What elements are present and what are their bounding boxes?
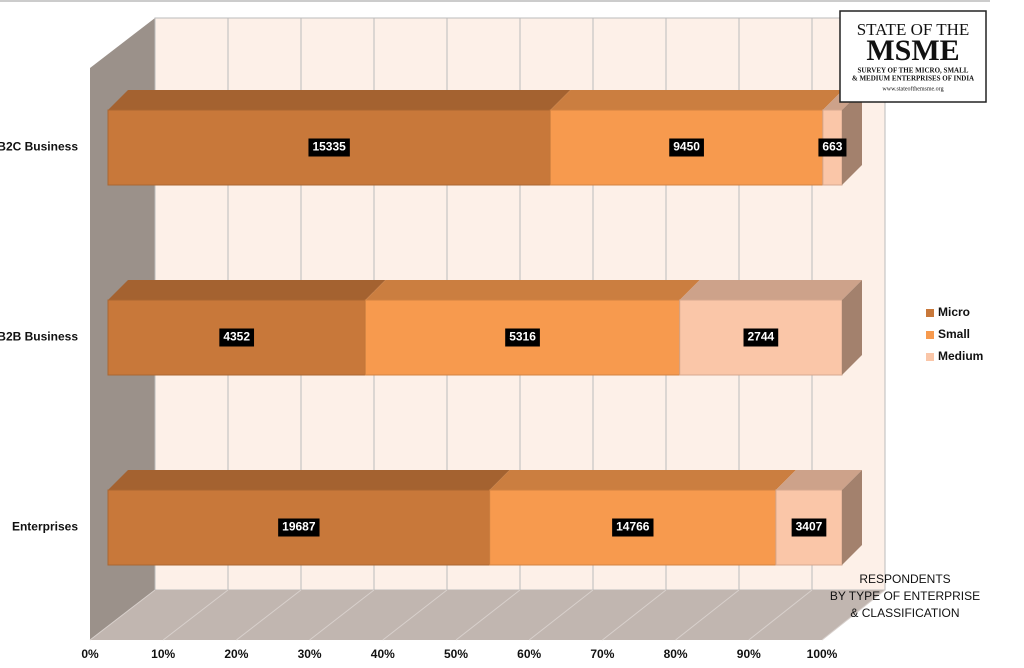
data-label-box [278,518,320,537]
x-tick-label: 40% [371,647,395,661]
data-label-box [308,138,350,157]
x-tick-label: 90% [737,647,761,661]
x-tick-label: 30% [298,647,322,661]
logo-url: www.stateofthemsme.org [882,85,943,92]
x-tick-label: 60% [517,647,541,661]
data-label-box [791,518,827,537]
x-tick-label: 0% [81,647,99,661]
bar-segment: 3407 [775,470,862,566]
floor-grid-line [162,589,229,641]
data-label: 9450 [673,140,700,154]
data-label: 2744 [748,330,775,344]
legend-swatch [926,331,934,339]
data-label-box [612,518,654,537]
y-tick-label: B2B Business [0,330,78,344]
data-label: 663 [822,140,842,154]
data-label-box [669,138,704,157]
data-label-box [219,328,255,347]
legend-label: Micro [938,305,970,319]
bar-top [550,90,843,110]
data-label-box [505,328,540,347]
data-label: 15335 [312,140,346,154]
x-tick-label: 70% [590,647,614,661]
logo-line: SURVEY OF THE MICRO, SMALL [858,67,969,75]
floor-grid-line [675,589,740,641]
data-label: 5316 [509,330,536,344]
bar-segment: 15335 [107,90,571,186]
bar-top [108,470,510,490]
legend-swatch [926,353,934,361]
bar-top [108,280,386,300]
floor-grid-line [602,589,667,641]
x-tick-label: 80% [664,647,688,661]
x-tick-label: 100% [807,647,838,661]
bar-top [775,470,862,490]
bar-segment: 5316 [364,280,700,376]
logo: STATE OF THE MSME SURVEY OF THE MICRO, S… [839,10,987,103]
floor-grid-line [821,589,886,641]
data-label: 14766 [616,520,650,534]
bar-segment: 9450 [549,90,843,186]
floor-grid-line [748,589,813,641]
data-label-box [818,138,847,157]
logo-line: & MEDIUM ENTERPRISES OF INDIA [852,75,974,83]
bar-top [108,90,571,110]
bar-top [365,280,700,300]
x-tick-label: 10% [151,647,175,661]
bar-segment: 4352 [107,280,386,376]
y-tick-label: B2C Business [0,140,78,154]
floor-grid-line [309,589,375,641]
bar-segment: 19687 [107,470,510,566]
floor-grid-line [89,589,156,641]
bar-side [842,470,862,565]
caption: RESPONDENTS [859,572,950,586]
logo-title: MSME [866,34,959,67]
caption: BY TYPE OF ENTERPRISE [830,589,980,603]
data-label: 3407 [796,520,823,534]
floor-grid-line [382,589,448,641]
bar-segment: 14766 [489,470,796,566]
data-label-box [743,328,779,347]
legend-swatch [926,309,934,317]
x-tick-label: 20% [224,647,248,661]
x-tick-label: 50% [444,647,468,661]
bar-top [679,280,862,300]
caption: & CLASSIFICATION [850,606,959,620]
floor-grid-line [236,589,302,641]
y-tick-label: Enterprises [12,520,78,534]
data-label: 19687 [282,520,316,534]
bar-side [842,90,862,185]
data-label: 4352 [223,330,250,344]
logo-line: STATE OF THE [857,20,970,39]
bar-top [489,470,796,490]
legend-label: Small [938,327,970,341]
bar-segment: 2744 [679,280,862,376]
floor-grid-line [528,589,594,641]
floor-grid-line [455,589,521,641]
logo-box [839,10,987,103]
legend-label: Medium [938,349,983,363]
bar-side [842,280,862,375]
